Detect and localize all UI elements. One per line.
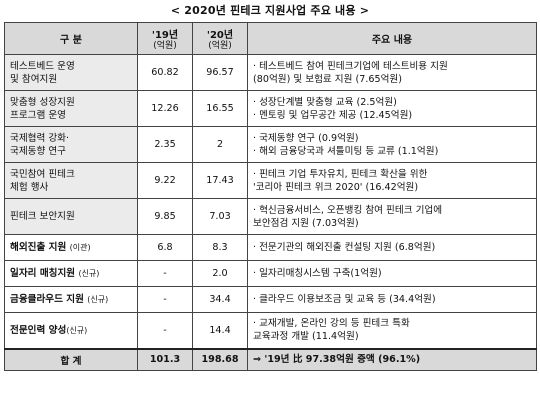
- content-line2: · 멘토링 및 업무공간 제공 (12.45억원): [253, 109, 413, 121]
- row-content: · 일자리매칭시스템 구축(1억원): [247, 260, 537, 287]
- content-line1: · 핀테크 기업 투자유치, 핀테크 확산을 위한: [253, 168, 428, 180]
- budget-table: 구 분 '19년 (억원) '20년 (억원) 주요 내용 테스트베드 운영 및 …: [4, 22, 537, 371]
- value-2019: 60.82: [137, 54, 193, 91]
- value-2019: -: [137, 286, 193, 313]
- row-label: 전문인력 양성(신규): [4, 312, 138, 349]
- table-row: 금융클라우드 지원 (신규) - 34.4 · 클라우드 이용보조금 및 교육 …: [4, 286, 537, 313]
- row-label-tag: (신규): [87, 295, 109, 304]
- value-2019: 9.22: [137, 162, 193, 199]
- value-2019: -: [137, 312, 193, 349]
- row-label-text: 금융클라우드 지원: [10, 294, 84, 305]
- row-label: 금융클라우드 지원 (신규): [4, 286, 138, 313]
- row-content: · 혁신금융서비스, 오픈뱅킹 참여 핀테크 기업에 보안점검 지원 (7.03억…: [247, 198, 537, 235]
- table-row: 해외진출 지원 (이관) 6.8 8.3 · 전문기관의 해외진출 컨설팅 지원…: [4, 234, 537, 261]
- content-line1: · 혁신금융서비스, 오픈뱅킹 참여 핀테크 기업에: [253, 204, 443, 216]
- row-label-text: 일자리 매칭지원: [10, 268, 76, 279]
- total-label: 합 계: [4, 347, 138, 371]
- content-line2: (80억원) 및 보험료 지원 (7.65억원): [253, 73, 403, 85]
- content-line2: 교육과정 개발 (11.4억원): [253, 331, 359, 343]
- row-label: 맞춤형 성장지원 프로그램 운영: [4, 90, 138, 127]
- table-row: 맞춤형 성장지원 프로그램 운영 12.26 16.55 · 성장단계별 맞춤형 …: [4, 90, 537, 127]
- header-2020: '20년 (억원): [192, 22, 248, 55]
- row-label: 국민참여 핀테크 체험 행사: [4, 162, 138, 199]
- row-label: 일자리 매칭지원 (신규): [4, 260, 138, 287]
- header-2019: '19년 (억원): [137, 22, 193, 55]
- value-2020: 2: [192, 126, 248, 163]
- total-row: 합 계 101.3 198.68 ⇒ '19년 比 97.38억원 증액 (96…: [4, 347, 537, 371]
- content-line1: · 테스트베드 참여 핀테크기업에 테스트비용 지원: [253, 60, 448, 72]
- row-label-text: 전문인력 양성: [10, 324, 67, 336]
- value-2019: 9.85: [137, 198, 193, 235]
- value-2019: 6.8: [137, 234, 193, 261]
- content-line1: · 국제동향 연구 (0.9억원): [253, 132, 359, 144]
- row-content: · 클라우드 이용보조금 및 교육 등 (34.4억원): [247, 286, 537, 313]
- row-label-line2: 체험 행사: [10, 181, 49, 193]
- total-2019: 101.3: [137, 347, 193, 371]
- value-2020: 16.55: [192, 90, 248, 127]
- row-content: · 핀테크 기업 투자유치, 핀테크 확산을 위한 '코리아 핀테크 위크 202…: [247, 162, 537, 199]
- header-content: 주요 내용: [247, 22, 537, 55]
- table-row: 테스트베드 운영 및 참여지원 60.82 96.57 · 테스트베드 참여 핀테…: [4, 54, 537, 91]
- content-line1: · 교재개발, 온라인 강의 등 핀테크 특화: [253, 318, 410, 330]
- row-label-line2: 국제동향 연구: [10, 145, 67, 157]
- header-2020-unit: (억원): [208, 40, 232, 51]
- row-label-text: 해외진출 지원: [10, 242, 67, 253]
- value-2019: 12.26: [137, 90, 193, 127]
- table-row: 일자리 매칭지원 (신규) - 2.0 · 일자리매칭시스템 구축(1억원): [4, 260, 537, 287]
- content-line2: '코리아 핀테크 위크 2020' (16.42억원): [253, 181, 419, 193]
- row-label: 국제협력 강화· 국제동향 연구: [4, 126, 138, 163]
- table-row: 전문인력 양성(신규) - 14.4 · 교재개발, 온라인 강의 등 핀테크 …: [4, 312, 537, 349]
- header-2019-unit: (억원): [153, 40, 177, 51]
- row-content: · 국제동향 연구 (0.9억원) · 해외 금융당국과 셔틀미팅 등 교류 (1…: [247, 126, 537, 163]
- header-2020-year: '20년: [206, 29, 234, 41]
- row-label-line1: 국제협력 강화·: [10, 132, 70, 144]
- row-content: · 테스트베드 참여 핀테크기업에 테스트비용 지원 (80억원) 및 보험료 지…: [247, 54, 537, 91]
- row-label-line1: 맞춤형 성장지원: [10, 96, 75, 108]
- row-label-tag: (신규): [78, 269, 100, 278]
- row-content: · 성장단계별 맞춤형 교육 (2.5억원) · 멘토링 및 업무공간 제공 (1…: [247, 90, 537, 127]
- row-label: 핀테크 보안지원: [4, 198, 138, 235]
- row-label-line1: 테스트베드 운영: [10, 60, 75, 72]
- total-content: ⇒ '19년 比 97.38억원 증액 (96.1%): [247, 347, 537, 371]
- row-label: 해외진출 지원 (이관): [4, 234, 138, 261]
- content-line1: · 성장단계별 맞춤형 교육 (2.5억원): [253, 96, 397, 108]
- content-line2: 보안점검 지원 (7.03억원): [253, 217, 359, 229]
- header-row: 구 분 '19년 (억원) '20년 (억원) 주요 내용: [4, 22, 537, 55]
- row-label-line1: 국민참여 핀테크: [10, 168, 75, 180]
- row-label-line2: 프로그램 운영: [10, 109, 67, 121]
- row-label: 테스트베드 운영 및 참여지원: [4, 54, 138, 91]
- table-title: < 2020년 핀테크 지원사업 주요 내용 >: [170, 4, 370, 17]
- row-label-tag: (신규): [66, 325, 88, 335]
- value-2019: -: [137, 260, 193, 287]
- content-line2: · 해외 금융당국과 셔틀미팅 등 교류 (1.1억원): [253, 145, 439, 157]
- value-2019: 2.35: [137, 126, 193, 163]
- value-2020: 34.4: [192, 286, 248, 313]
- value-2020: 8.3: [192, 234, 248, 261]
- value-2020: 17.43: [192, 162, 248, 199]
- row-label-tag: (이관): [69, 243, 91, 252]
- header-2019-year: '19년: [151, 29, 179, 41]
- value-2020: 96.57: [192, 54, 248, 91]
- value-2020: 14.4: [192, 312, 248, 349]
- table-row: 국제협력 강화· 국제동향 연구 2.35 2 · 국제동향 연구 (0.9억원)…: [4, 126, 537, 163]
- row-content: · 교재개발, 온라인 강의 등 핀테크 특화 교육과정 개발 (11.4억원): [247, 312, 537, 349]
- total-2020: 198.68: [192, 347, 248, 371]
- table-row: 국민참여 핀테크 체험 행사 9.22 17.43 · 핀테크 기업 투자유치, …: [4, 162, 537, 199]
- row-label-line2: 및 참여지원: [10, 73, 58, 85]
- table-row: 핀테크 보안지원 9.85 7.03 · 혁신금융서비스, 오픈뱅킹 참여 핀테…: [4, 198, 537, 235]
- value-2020: 2.0: [192, 260, 248, 287]
- header-category: 구 분: [4, 22, 138, 55]
- row-content: · 전문기관의 해외진출 컨설팅 지원 (6.8억원): [247, 234, 537, 261]
- value-2020: 7.03: [192, 198, 248, 235]
